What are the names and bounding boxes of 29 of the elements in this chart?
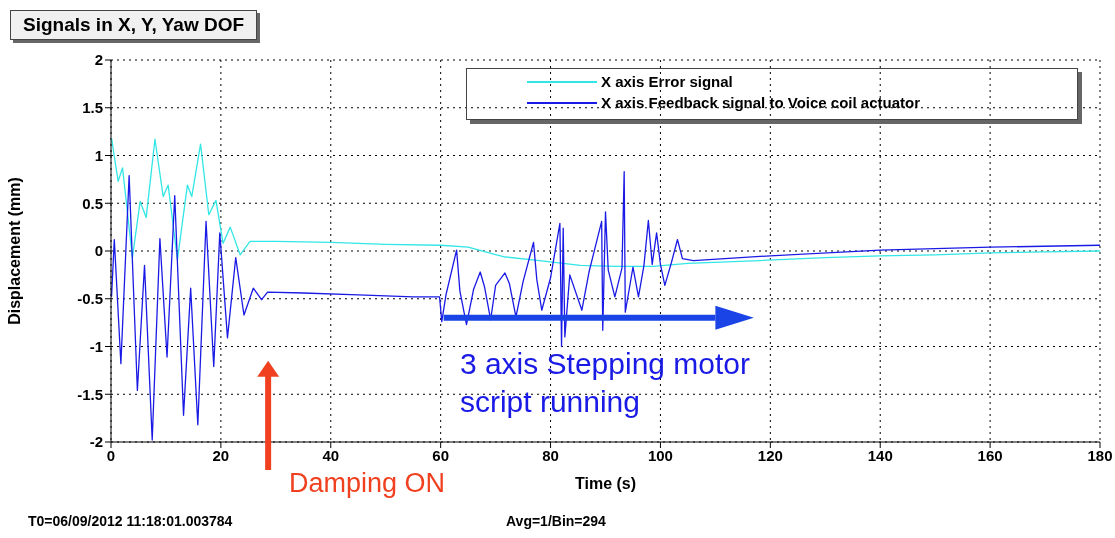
annotation: 3 axis Stepping motor script running	[459, 346, 751, 418]
x-tick-label: 120	[757, 446, 783, 464]
y-tick-label: 2	[94, 51, 103, 69]
y-tick-label: 1	[94, 146, 103, 164]
y-tick-label: -2	[89, 433, 103, 451]
x-tick-label: 80	[542, 446, 559, 464]
y-tick-label: 0	[94, 242, 103, 260]
y-axis-title: Displacement (mm)	[5, 177, 23, 325]
x-axis-title: Time (s)	[574, 475, 637, 493]
x-tick-label: 0	[106, 446, 116, 464]
legend-label: X axis Error signal	[601, 72, 733, 92]
text: T0=06/09/2012 11:18:01.003784	[28, 513, 233, 529]
x-tick-label: 20	[212, 446, 230, 464]
y-tick-label: -1.5	[77, 385, 103, 403]
legend-label: X axis Feedback signal to Voice coil actuator	[601, 93, 920, 113]
x-tick-label: 140	[867, 446, 893, 464]
text: Avg=1/Bin=294	[506, 513, 607, 529]
x-tick-label: 100	[647, 446, 673, 464]
y-tick-label: -0.5	[77, 290, 103, 308]
y-tick-label: 1.5	[82, 99, 103, 117]
x-tick-label: 180	[1087, 446, 1113, 464]
x-tick-label: 40	[322, 446, 340, 464]
y-tick-label: 0.5	[82, 194, 103, 212]
text: Damping ON	[289, 468, 446, 498]
y-tick-label: -1	[89, 337, 103, 355]
line-series	[111, 137, 1100, 267]
x-tick-label: 160	[977, 446, 1003, 464]
chart-title: Signals in X, Y, Yaw DOF	[10, 10, 258, 40]
x-tick-label: 60	[432, 446, 450, 464]
